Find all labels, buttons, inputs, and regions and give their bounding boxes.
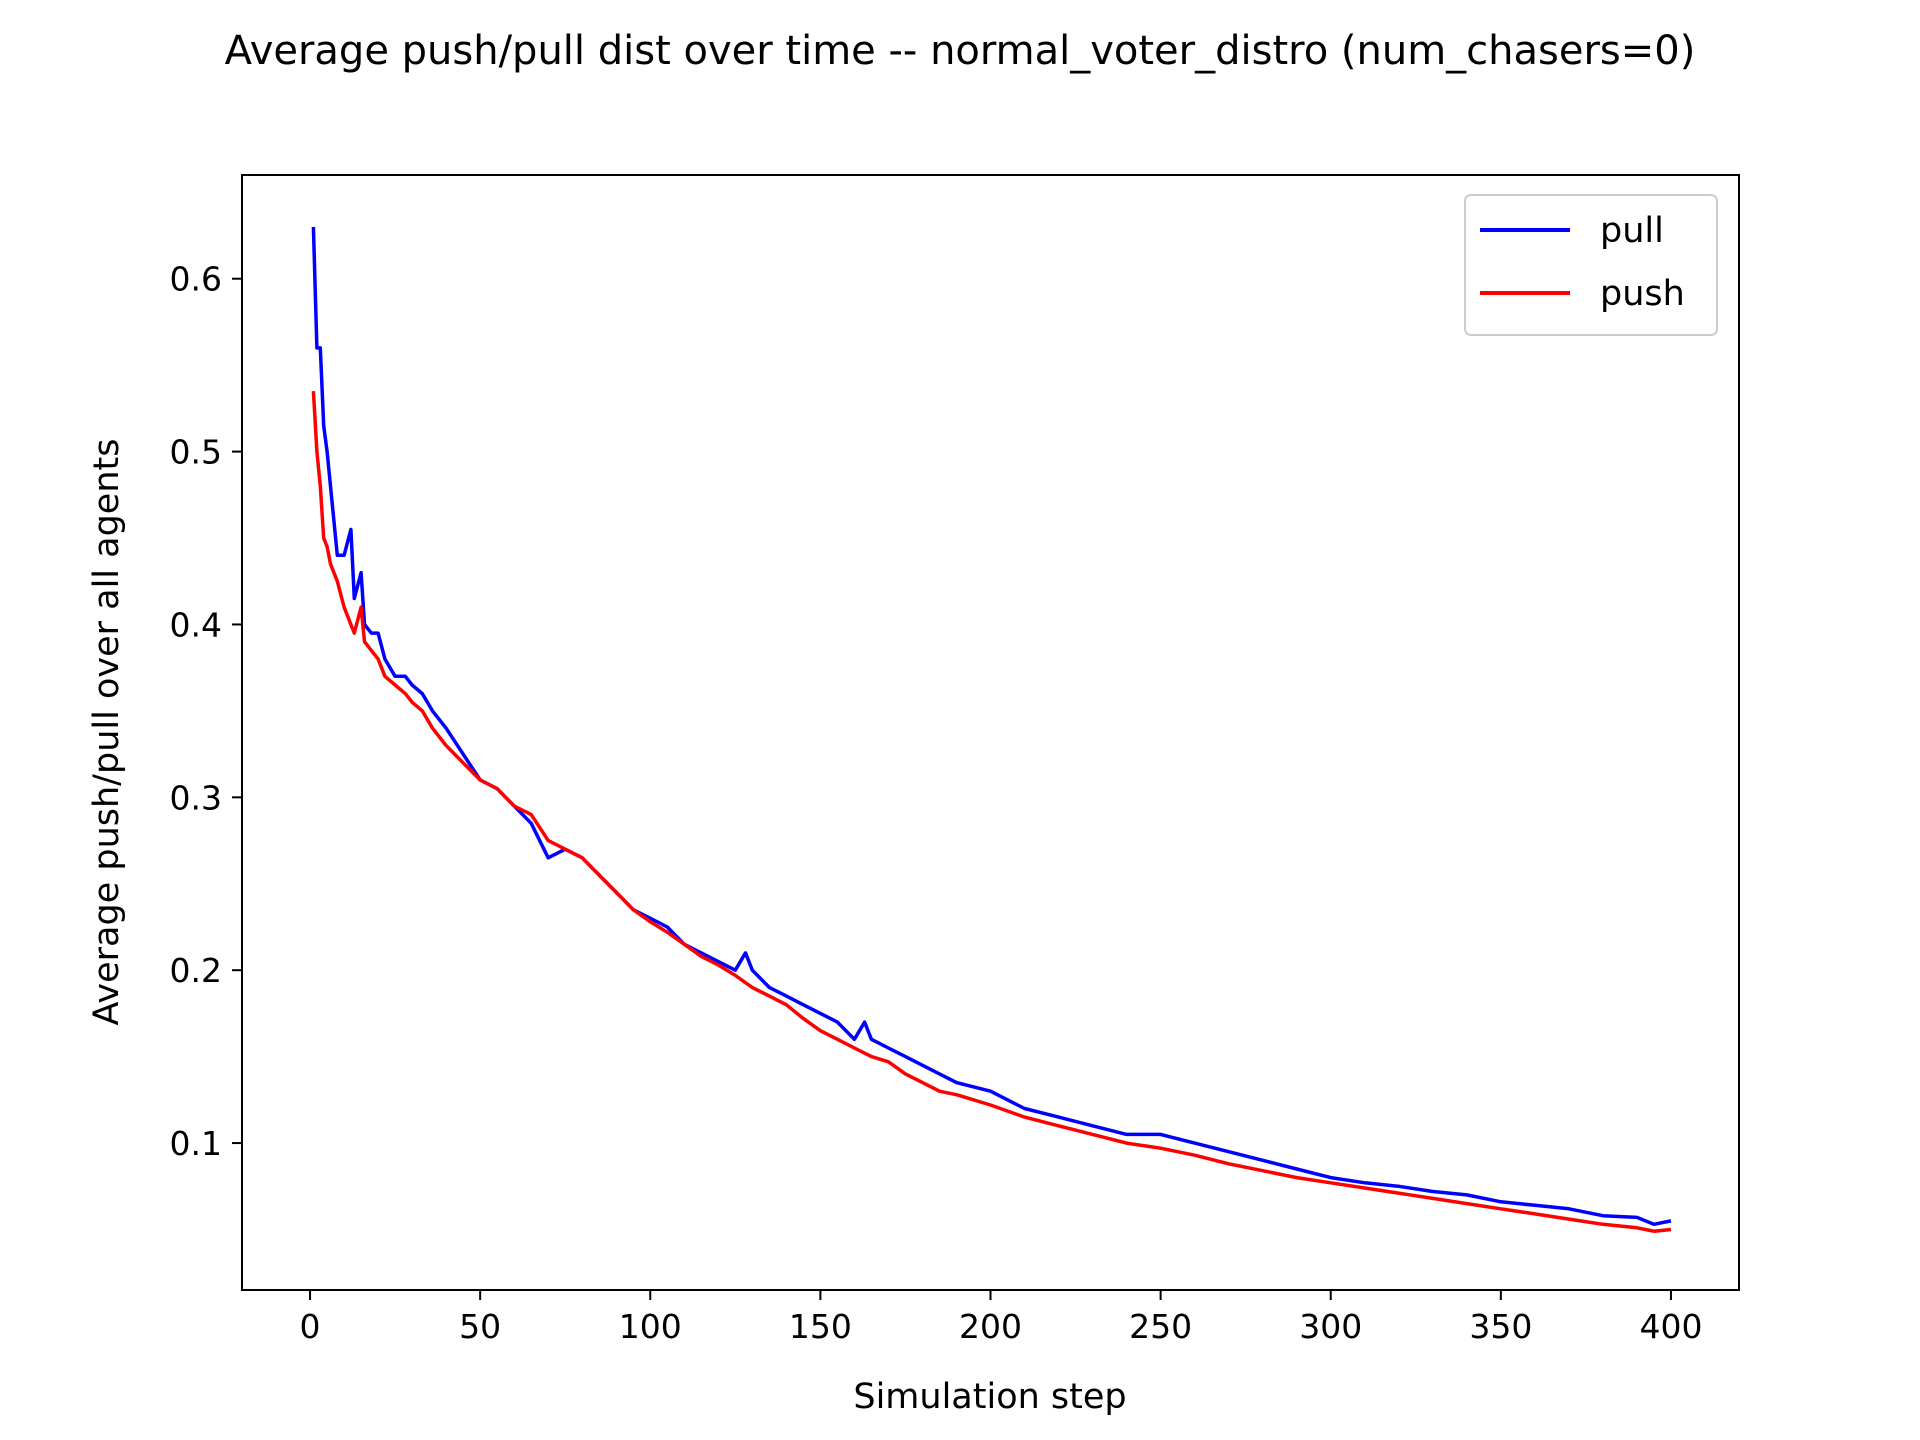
x-tick-label: 100: [619, 1307, 682, 1346]
x-tick-label: 150: [789, 1307, 852, 1346]
x-tick-label: 50: [459, 1307, 501, 1346]
x-tick-label: 300: [1299, 1307, 1362, 1346]
y-axis: 0.1 0.2 0.3 0.4 0.5 0.6: [170, 260, 242, 1163]
x-tick-label: 400: [1639, 1307, 1702, 1346]
x-tick-label: 0: [300, 1307, 321, 1346]
x-tick-label: 250: [1129, 1307, 1192, 1346]
y-tick-label: 0.5: [170, 433, 222, 472]
y-tick-label: 0.1: [170, 1124, 222, 1163]
chart-title: Average push/pull dist over time -- norm…: [225, 28, 1696, 74]
series-line-push: [311, 390, 1672, 1233]
legend-box: [1464, 194, 1718, 336]
plot-frame: [241, 174, 1740, 1291]
series-layer: [311, 226, 1672, 1233]
y-tick-label: 0.2: [170, 951, 222, 990]
legend: pull push: [1464, 194, 1718, 336]
y-tick-label: 0.3: [170, 778, 222, 817]
legend-label-push: push: [1600, 274, 1685, 314]
x-tick-label: 200: [959, 1307, 1022, 1346]
y-tick-label: 0.4: [170, 605, 222, 644]
x-axis: 0 50 100 150 200 250 300 350 400: [300, 1290, 1702, 1346]
y-tick-label: 0.6: [170, 260, 222, 299]
y-axis-label: Average push/pull over all agents: [87, 439, 127, 1026]
x-axis-label: Simulation step: [853, 1377, 1126, 1417]
series-line-pull: [311, 226, 1672, 1227]
legend-label-pull: pull: [1600, 211, 1664, 251]
x-tick-label: 350: [1469, 1307, 1532, 1346]
